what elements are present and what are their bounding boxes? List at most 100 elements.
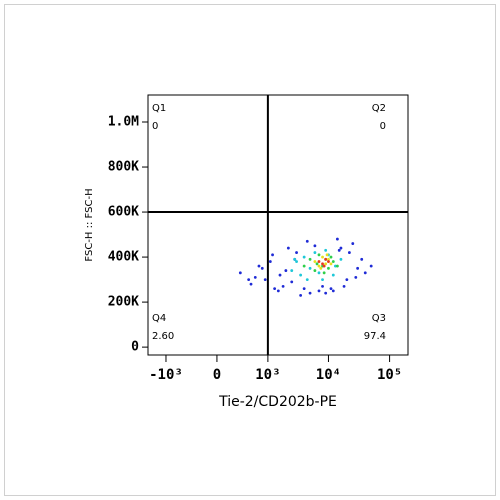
event-dot bbox=[321, 278, 324, 281]
event-dot bbox=[354, 275, 358, 279]
event-dot bbox=[260, 266, 264, 270]
x-tick-label: 0 bbox=[213, 367, 221, 383]
event-dot bbox=[302, 287, 306, 290]
quadrant-name: Q4 bbox=[152, 313, 166, 324]
event-dot bbox=[342, 284, 346, 288]
event-dot bbox=[299, 293, 303, 297]
y-tick-label: 0 bbox=[131, 340, 139, 355]
frame bbox=[4, 4, 496, 496]
event-dot bbox=[324, 248, 328, 252]
quadrant-value: 0 bbox=[152, 121, 158, 132]
event-dot bbox=[321, 255, 324, 259]
event-dot bbox=[324, 291, 328, 295]
x-axis-title: Tie-2/CD202b-PE bbox=[218, 394, 337, 410]
event-dot bbox=[295, 260, 298, 263]
event-dot bbox=[319, 266, 323, 270]
y-tick-label: 400K bbox=[108, 250, 139, 265]
event-dot bbox=[313, 269, 317, 272]
y-tick-label: 1.0M bbox=[108, 115, 139, 130]
event-dot bbox=[321, 262, 324, 266]
quadrant-name: Q3 bbox=[372, 313, 386, 324]
event-dot bbox=[278, 273, 282, 277]
event-dot bbox=[369, 264, 373, 268]
event-dot bbox=[281, 284, 285, 288]
event-dot bbox=[284, 269, 288, 272]
event-dot bbox=[317, 264, 321, 268]
event-dot bbox=[324, 262, 328, 266]
event-dot bbox=[363, 271, 367, 275]
event-dot bbox=[313, 244, 317, 248]
event-dot bbox=[339, 257, 343, 261]
y-axis-title: FSC-H :: FSC-H bbox=[84, 188, 95, 261]
plot-area bbox=[147, 94, 409, 356]
x-tick-label: 10⁴ bbox=[316, 367, 341, 383]
event-dot bbox=[322, 264, 326, 268]
event-dot bbox=[308, 291, 312, 295]
y-tick-label: 800K bbox=[108, 160, 139, 175]
quadrant-value: 97.4 bbox=[364, 331, 386, 342]
event-dot bbox=[249, 282, 253, 286]
event-dot bbox=[257, 264, 261, 268]
event-dot bbox=[293, 257, 297, 261]
event-dot bbox=[290, 269, 294, 272]
event-dot bbox=[321, 284, 324, 288]
event-dot bbox=[295, 251, 298, 254]
event-dot bbox=[331, 273, 335, 277]
x-tick-label: 10³ bbox=[255, 367, 280, 383]
event-dot bbox=[302, 255, 306, 259]
event-dot bbox=[335, 237, 339, 241]
event-dot bbox=[299, 273, 303, 277]
event-dot bbox=[322, 271, 326, 275]
event-dot bbox=[305, 278, 309, 281]
event-dot bbox=[286, 246, 290, 250]
event-dot bbox=[329, 287, 333, 290]
event-dot bbox=[356, 266, 360, 270]
event-dot bbox=[347, 251, 351, 254]
quadrant-value: 2.60 bbox=[152, 331, 174, 342]
event-dot bbox=[247, 278, 251, 281]
event-dot bbox=[276, 289, 280, 293]
event-dot bbox=[253, 275, 257, 279]
event-dot bbox=[329, 262, 333, 266]
event-dot bbox=[290, 280, 294, 284]
event-dot bbox=[331, 289, 335, 293]
event-dot bbox=[337, 248, 341, 252]
event-dot bbox=[317, 289, 321, 293]
event-dot bbox=[329, 255, 333, 259]
event-dot bbox=[302, 264, 306, 268]
event-dot bbox=[334, 264, 337, 268]
event-dot bbox=[324, 257, 328, 261]
event-dot bbox=[335, 264, 339, 268]
event-dot bbox=[325, 253, 329, 257]
event-dot bbox=[339, 246, 343, 250]
x-tick-label: 10⁵ bbox=[377, 367, 402, 383]
event-dot bbox=[317, 260, 321, 263]
event-dot bbox=[327, 257, 330, 261]
quadrant-name: Q2 bbox=[372, 103, 386, 114]
event-dot bbox=[345, 278, 349, 281]
event-dot bbox=[313, 260, 317, 263]
event-dot bbox=[313, 251, 317, 254]
y-tick-label: 200K bbox=[108, 295, 139, 310]
quadrant-name: Q1 bbox=[152, 103, 166, 114]
event-dot bbox=[327, 266, 330, 270]
event-dot bbox=[317, 271, 321, 275]
event-dot bbox=[238, 271, 242, 275]
event-dot bbox=[305, 239, 309, 243]
y-tick-label: 600K bbox=[108, 205, 139, 220]
event-dot bbox=[308, 257, 312, 261]
event-dot bbox=[315, 262, 319, 266]
event-dot bbox=[271, 253, 274, 257]
event-dot bbox=[327, 260, 330, 263]
event-dot bbox=[360, 257, 364, 261]
event-dot bbox=[263, 278, 267, 281]
x-tick-label: -10³ bbox=[149, 367, 183, 383]
event-dot bbox=[317, 253, 321, 257]
event-dot bbox=[351, 242, 355, 245]
event-dot bbox=[308, 266, 312, 270]
event-dot bbox=[331, 260, 335, 263]
quadrant-value: 0 bbox=[380, 121, 386, 132]
event-dot bbox=[273, 287, 277, 290]
